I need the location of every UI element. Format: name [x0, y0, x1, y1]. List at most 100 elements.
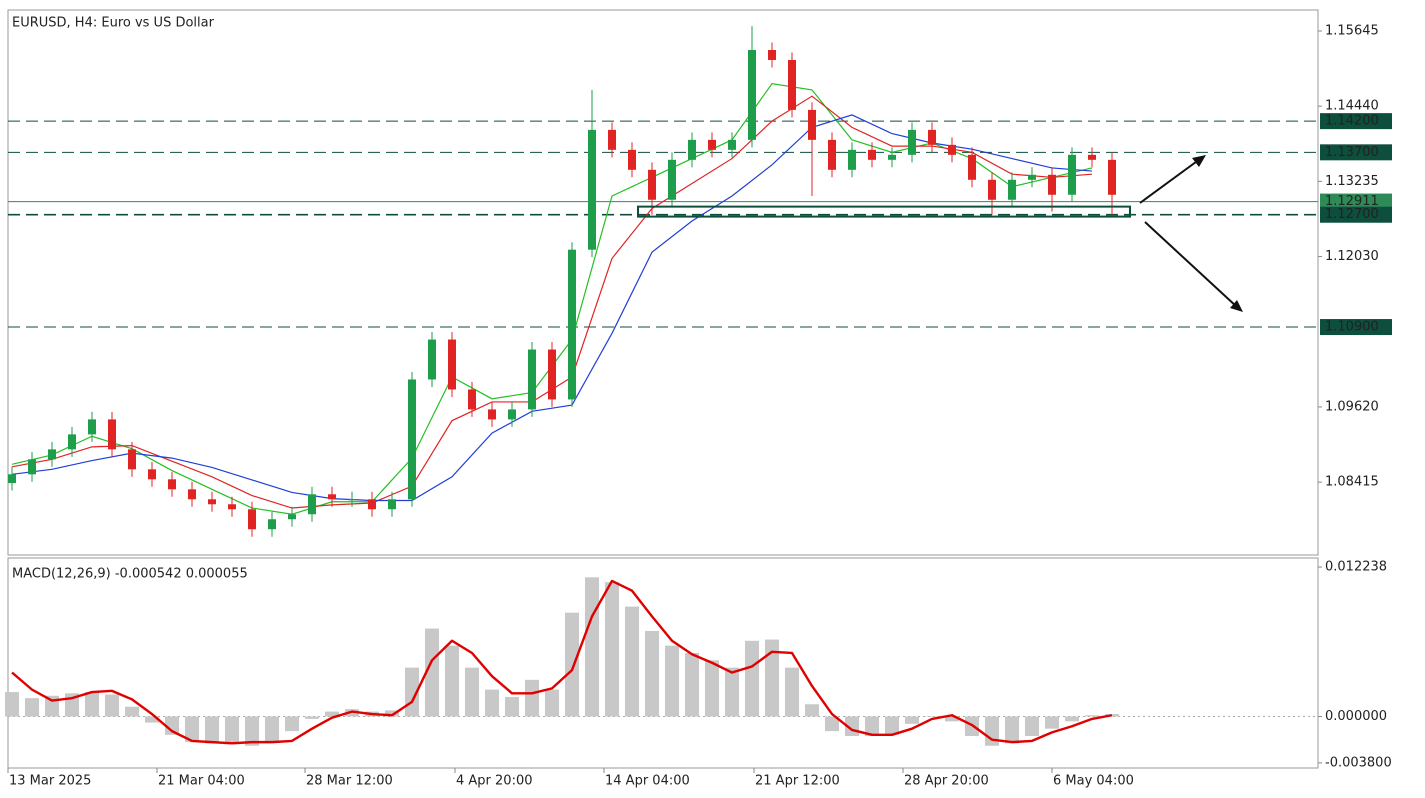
- macd-bar: [1065, 716, 1079, 722]
- macd-bar: [105, 694, 119, 717]
- candle-body: [948, 144, 956, 155]
- candle-body: [1008, 179, 1016, 200]
- macd-bar: [605, 582, 619, 717]
- macd-bar: [5, 692, 19, 717]
- y-tick-label: 1.08415: [1325, 475, 1379, 490]
- x-tick-label: 28 Apr 20:00: [904, 774, 989, 789]
- price-line-box: [1320, 193, 1392, 210]
- level-box: [1320, 319, 1392, 336]
- macd-bar: [745, 640, 759, 717]
- macd-bar: [645, 631, 659, 717]
- macd-bar: [825, 716, 839, 732]
- macd-bar: [465, 667, 479, 717]
- macd-bar: [625, 606, 639, 717]
- y-tick-label: -0.003800: [1325, 755, 1392, 770]
- candle-body: [1088, 154, 1096, 160]
- arrows: [1139, 155, 1243, 312]
- macd-bar: [245, 716, 259, 746]
- arrow-up: [1139, 158, 1201, 204]
- x-tick-label: 28 Mar 12:00: [306, 774, 393, 789]
- candle-body: [308, 494, 316, 515]
- macd-bar: [265, 716, 279, 743]
- candle-body: [288, 514, 296, 520]
- candle-body: [548, 349, 556, 400]
- candle-body: [8, 474, 16, 484]
- x-tick-label: 21 Mar 04:00: [158, 774, 245, 789]
- candle-body: [88, 419, 96, 435]
- candle-body: [68, 434, 76, 450]
- x-tick-label: 21 Apr 12:00: [755, 774, 840, 789]
- y-tick-label: 1.09620: [1325, 399, 1379, 414]
- arrow-head: [1230, 300, 1243, 312]
- macd-bar: [1025, 716, 1039, 737]
- candle-body: [248, 509, 256, 530]
- macd-bar: [765, 639, 779, 717]
- level-box: [1320, 113, 1392, 130]
- macd-bar: [185, 716, 199, 743]
- candle-body: [488, 409, 496, 420]
- macd-bar: [285, 716, 299, 732]
- macd-bar: [145, 716, 159, 723]
- candle-body: [28, 459, 36, 475]
- candle-body: [48, 449, 56, 460]
- macd-bar: [1045, 716, 1059, 729]
- macd-bar: [945, 716, 959, 722]
- candle-body: [408, 379, 416, 500]
- y-tick-label: 1.15645: [1325, 23, 1379, 38]
- macd-bar: [165, 716, 179, 735]
- level-box: [1320, 144, 1392, 161]
- candle-body: [708, 139, 716, 150]
- candle-body: [908, 129, 916, 155]
- macd-bar: [325, 711, 339, 717]
- candle-body: [748, 49, 756, 140]
- macd-bar: [1085, 715, 1099, 717]
- signal-line: [11, 579, 1113, 745]
- candle-body: [228, 504, 236, 510]
- candle-body: [668, 159, 676, 200]
- x-tick-label: 14 Apr 04:00: [605, 774, 690, 789]
- macd-bar: [425, 628, 439, 717]
- candle-body: [208, 499, 216, 505]
- candle-body: [968, 154, 976, 180]
- macd-bar: [785, 667, 799, 717]
- macd-bar: [85, 692, 99, 717]
- price-line-label: 1.12911: [1325, 194, 1379, 209]
- candle-body: [828, 139, 836, 170]
- macd-bar: [565, 612, 579, 717]
- candle-body: [368, 499, 376, 510]
- candle-body: [1028, 174, 1036, 180]
- macd-bar: [885, 716, 899, 735]
- candle-body: [448, 339, 456, 390]
- y-tick-label: 1.14440: [1325, 99, 1379, 114]
- price-frame: [7, 9, 1319, 556]
- candle-body: [768, 49, 776, 60]
- y-tick-label: 0.012238: [1325, 560, 1387, 575]
- candle-body: [808, 109, 816, 140]
- candle-body: [1068, 154, 1076, 195]
- macd-bar: [525, 679, 539, 717]
- macd-bar: [205, 716, 219, 744]
- candle-body: [568, 249, 576, 400]
- candle-body: [728, 139, 736, 150]
- candle-body: [648, 169, 656, 200]
- candle-body: [868, 149, 876, 160]
- candle-body: [528, 349, 536, 410]
- candle-body: [128, 449, 136, 470]
- macd-bar: [225, 716, 239, 744]
- x-tick-label: 4 Apr 20:00: [456, 774, 533, 789]
- x-tick-label: 13 Mar 2025: [9, 774, 91, 789]
- macd-bar: [445, 645, 459, 717]
- level-label: 1.14200: [1325, 114, 1379, 129]
- y-tick-label: 1.13235: [1325, 174, 1379, 189]
- chart-title: EURUSD, H4: Euro vs US Dollar: [12, 16, 215, 31]
- candle-body: [848, 149, 856, 170]
- macd-bar: [725, 667, 739, 717]
- candle-body: [428, 339, 436, 380]
- macd-frame: [7, 557, 1319, 769]
- candle-body: [928, 129, 936, 145]
- candle-body: [148, 469, 156, 480]
- macd-bar: [505, 696, 519, 717]
- macd-bar: [905, 716, 919, 724]
- macd-bar: [545, 689, 559, 717]
